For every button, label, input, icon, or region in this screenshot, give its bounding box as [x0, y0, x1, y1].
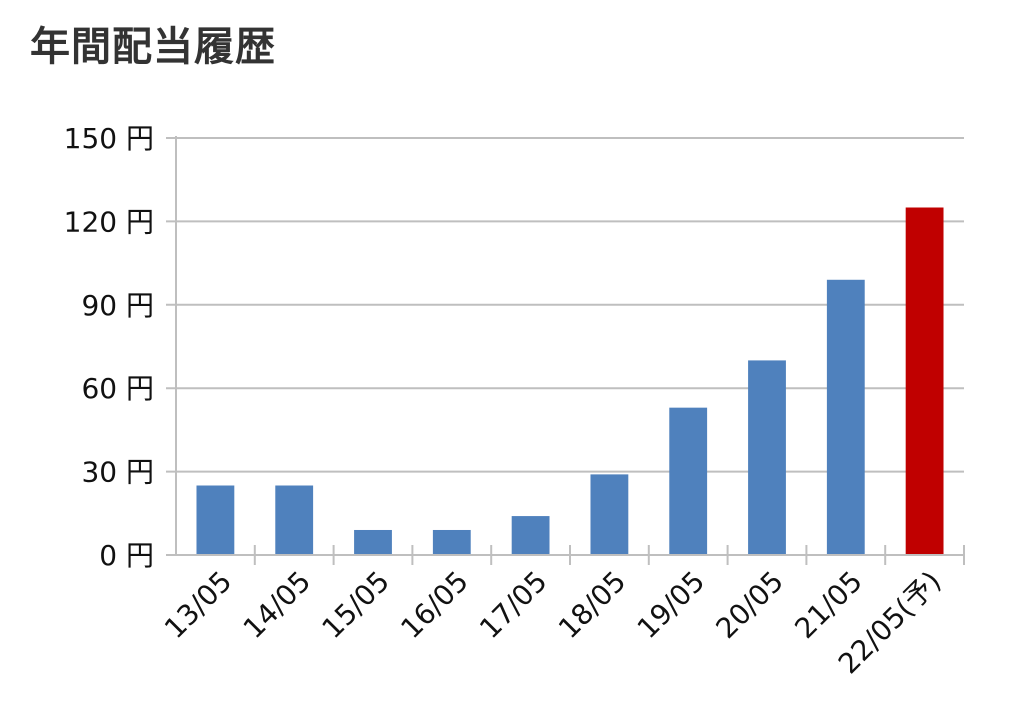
- bar-19/05: [669, 407, 708, 555]
- y-tick-label-120: 120 円: [64, 205, 154, 238]
- x-tick-label-16/05: 16/05: [394, 565, 474, 645]
- bar-20/05: [748, 360, 786, 555]
- bar-18/05: [590, 474, 629, 555]
- bar-22/05(予): [905, 207, 944, 555]
- bar-17/05: [511, 516, 550, 555]
- x-tick-label-18/05: 18/05: [552, 565, 632, 645]
- tick-labels: 0 円 30 円 60 円 90 円 120 円 150 円 13/0514/0515/05…: [64, 122, 948, 680]
- y-tick-label-150: 150 円: [64, 122, 154, 155]
- x-tick-label-20/05: 20/05: [710, 565, 790, 645]
- x-tick-label-13/05: 13/05: [158, 565, 238, 645]
- bar-13/05: [196, 485, 235, 555]
- x-tick-label-19/05: 19/05: [631, 565, 711, 645]
- bar-21/05: [826, 279, 865, 555]
- y-tick-label-30: 30 円: [81, 456, 154, 489]
- y-tick-label-90: 90 円: [81, 289, 154, 322]
- chart-title: 年間配当履歴: [30, 24, 276, 70]
- y-tick-label-0: 0 円: [99, 539, 154, 572]
- bars: [196, 207, 944, 555]
- axes: [166, 136, 965, 565]
- bar-14/05: [275, 485, 314, 555]
- x-tick-label-17/05: 17/05: [473, 565, 553, 645]
- bar-15/05: [354, 529, 392, 555]
- bar-16/05: [432, 529, 471, 555]
- x-tick-label-14/05: 14/05: [237, 565, 317, 645]
- y-tick-label-60: 60 円: [81, 372, 154, 405]
- x-tick-label-15/05: 15/05: [316, 565, 396, 645]
